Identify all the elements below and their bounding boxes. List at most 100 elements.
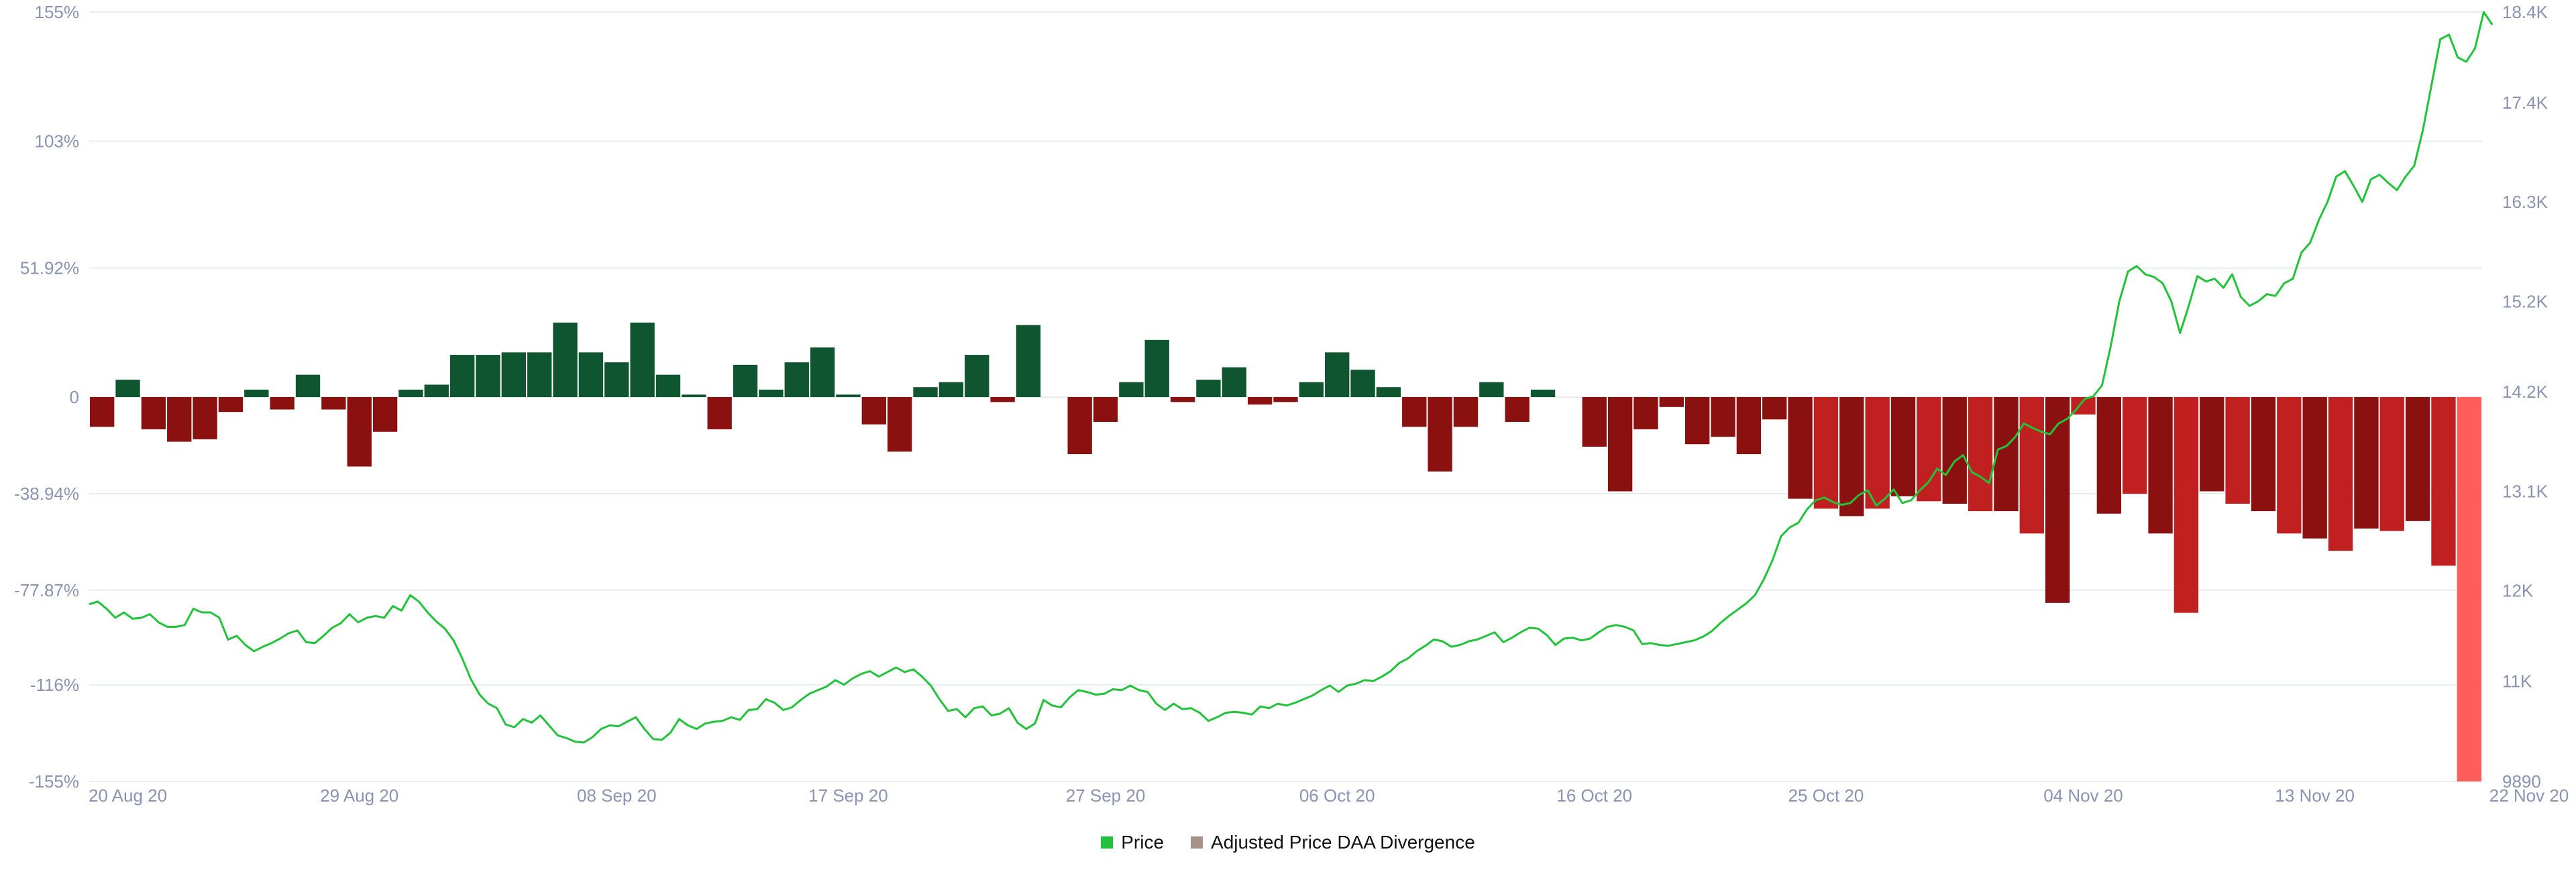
x-axis-tick-label: 16 Oct 20 [1556, 785, 1632, 806]
divergence-bar [2302, 397, 2327, 539]
divergence-bar [2045, 397, 2070, 603]
divergence-bar [1994, 397, 2019, 512]
divergence-bar [1350, 370, 1375, 397]
divergence-bar [1839, 397, 1864, 516]
legend-label-price: Price [1121, 832, 1165, 853]
legend-swatch-divergence [1191, 836, 1203, 849]
divergence-bar [1093, 397, 1118, 422]
divergence-bar [2405, 397, 2430, 521]
divergence-bar [449, 355, 475, 397]
divergence-bar [141, 397, 166, 430]
divergence-bar [682, 394, 706, 397]
divergence-bar [1402, 397, 1427, 427]
divergence-bar [1917, 397, 1941, 502]
divergence-bar [861, 397, 886, 425]
x-axis-tick-label: 27 Sep 20 [1066, 785, 1146, 806]
left-axis-tick-label: -77.87% [14, 580, 79, 600]
divergence-bar [578, 352, 604, 397]
divergence-bar [2019, 397, 2044, 534]
divergence-bar [218, 397, 244, 413]
divergence-bar [1376, 387, 1401, 397]
divergence-bar [759, 389, 784, 397]
right-axis-tick-label: 15.2K [2502, 291, 2548, 311]
divergence-bar [655, 374, 681, 397]
x-axis-tick-label: 22 Nov 20 [2489, 785, 2569, 806]
divergence-bar [1325, 352, 1350, 397]
legend-label-divergence: Adjusted Price DAA Divergence [1211, 832, 1475, 853]
divergence-bar [1247, 397, 1273, 405]
divergence-bar [1582, 397, 1607, 447]
legend-item-price[interactable]: Price [1101, 832, 1164, 853]
divergence-bar [836, 394, 861, 397]
divergence-bar [553, 322, 578, 397]
divergence-bar [527, 352, 552, 397]
divergence-bar [2148, 397, 2173, 534]
left-axis-tick-label: -38.94% [14, 484, 79, 504]
divergence-bar [1144, 339, 1169, 397]
price-line-group [89, 11, 2493, 744]
divergence-bar [1762, 397, 1787, 420]
divergence-bar [1505, 397, 1529, 422]
divergence-bar [784, 362, 809, 397]
divergence-bar [810, 347, 835, 397]
divergence-bar [476, 355, 500, 397]
divergence-bar [1813, 397, 1839, 509]
divergence-bar [888, 397, 912, 452]
divergence-bar [938, 382, 964, 397]
left-axis-tick-label: 0 [70, 387, 79, 407]
divergence-bar [2096, 397, 2122, 514]
x-axis-tick-label: 08 Sep 20 [577, 785, 657, 806]
divergence-bar [2123, 397, 2147, 494]
legend-item-divergence[interactable]: Adjusted Price DAA Divergence [1191, 832, 1475, 853]
divergence-bar [1016, 325, 1041, 397]
divergence-bar [90, 397, 115, 427]
divergence-bar [1711, 397, 1735, 437]
divergence-bar [1196, 380, 1221, 397]
legend-swatch-price [1101, 836, 1114, 849]
divergence-bar [2174, 397, 2199, 613]
divergence-bar [270, 397, 294, 410]
divergence-bar [1788, 397, 1813, 499]
x-axis-tick-label: 29 Aug 20 [320, 785, 398, 806]
divergence-bar [2277, 397, 2302, 534]
left-axis-tick-label: 103% [35, 131, 80, 152]
divergence-bar [1067, 397, 1092, 455]
right-axis-tick-label: 13.1K [2502, 481, 2548, 501]
divergence-bar [1607, 397, 1633, 492]
left-axis-tick-label: 51.92% [20, 258, 79, 278]
divergence-bar [1968, 397, 1993, 512]
divergence-bar [115, 380, 140, 397]
divergence-bar [295, 374, 321, 397]
divergence-bar [398, 389, 423, 397]
divergence-bar [1273, 397, 1298, 402]
divergence-bar [990, 397, 1015, 402]
divergence-bar [1170, 397, 1195, 402]
divergence-bar [424, 384, 449, 397]
divergence-bar [1222, 367, 1246, 397]
right-axis-tick-label: 12K [2502, 581, 2534, 601]
right-axis-tick-label: 18.4K [2502, 2, 2548, 22]
x-axis-tick-label: 06 Oct 20 [1299, 785, 1375, 806]
divergence-bar [1479, 382, 1504, 397]
divergence-bar [707, 397, 732, 430]
divergence-bar [2431, 397, 2456, 566]
divergence-bar [1685, 397, 1710, 445]
divergence-bar [2354, 397, 2379, 529]
divergence-bar [2225, 397, 2250, 504]
legend: Price Adjusted Price DAA Divergence [0, 829, 2576, 856]
x-axis-tick-label: 17 Sep 20 [808, 785, 888, 806]
divergence-bar [1453, 397, 1479, 427]
price-line [89, 11, 2493, 744]
divergence-bar [244, 389, 269, 397]
x-axis-tick-label: 04 Nov 20 [2043, 785, 2123, 806]
divergence-bar [1736, 397, 1762, 455]
x-axis-tick-label: 25 Oct 20 [1788, 785, 1864, 806]
right-axis-tick-label: 11K [2502, 671, 2532, 691]
divergence-bar [913, 387, 938, 397]
divergence-bar [1119, 382, 1144, 397]
left-axis-tick-label: -155% [29, 771, 79, 792]
divergence-bars [90, 322, 2481, 781]
right-axis-tick-label: 16.3K [2502, 192, 2548, 212]
divergence-bar [2200, 397, 2224, 492]
divergence-bar [2379, 397, 2404, 531]
